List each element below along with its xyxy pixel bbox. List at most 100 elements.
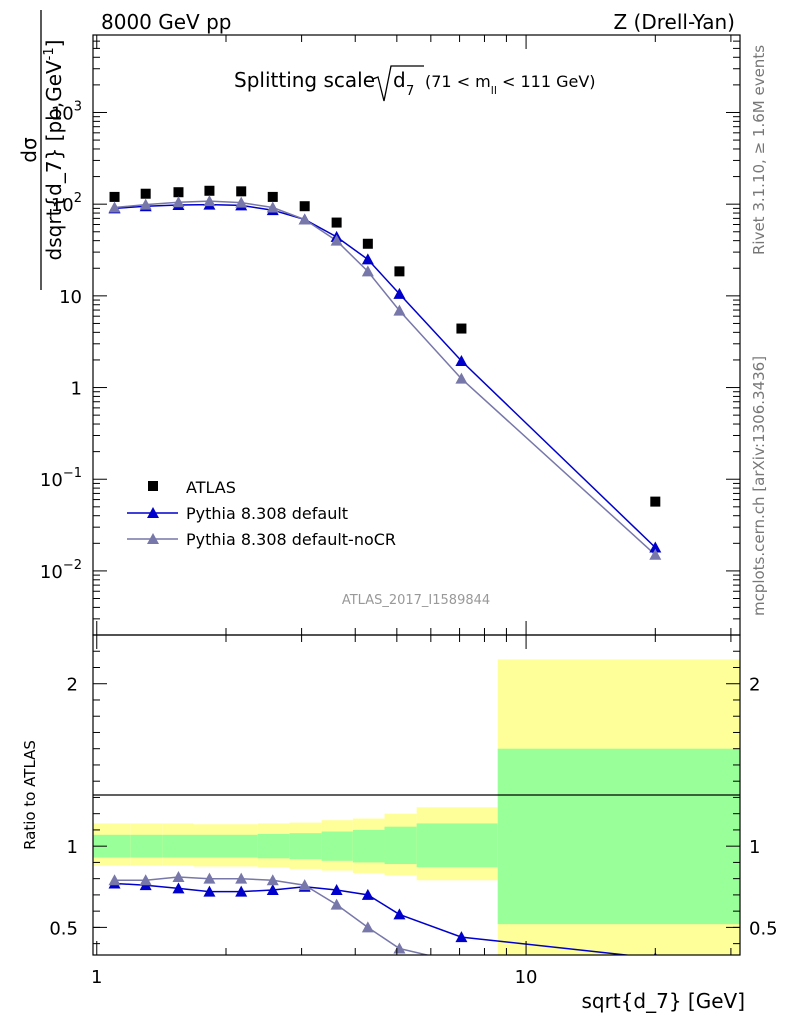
- legend-label-atlas: ATLAS: [186, 478, 236, 497]
- data-point-atlas: [267, 191, 278, 202]
- data-point-atlas: [456, 323, 467, 334]
- ratio-line: [114, 882, 633, 955]
- uncertainty-band-inner: [257, 833, 290, 859]
- ratio-point-pythia-default: [361, 888, 374, 900]
- ratio-point-pythia-default: [266, 884, 279, 896]
- y-tick-label: 10−2: [40, 558, 82, 583]
- data-point-atlas: [204, 185, 215, 196]
- y-tick-exponent: 3: [74, 99, 82, 114]
- data-point-pythia-nocr: [203, 195, 216, 207]
- legend-entry-pythia-default: Pythia 8.308 default: [127, 504, 348, 523]
- ratio-tick-label: 2: [67, 675, 78, 696]
- ratio-point-pythia-default: [235, 885, 248, 897]
- y-label-denominator: dsqrt{d_7} [pb,GeV-1]: [42, 40, 66, 261]
- title-main: Splitting scale: [234, 68, 375, 92]
- data-point-pythia-nocr: [298, 213, 311, 225]
- x-tick-label: 10: [515, 967, 538, 988]
- ratio-point-pythia-nocr: [361, 921, 374, 933]
- y-tick-label: 103: [51, 99, 82, 124]
- header-right: Z (Drell-Yan): [613, 10, 735, 34]
- legend-entry-pythia-nocr: Pythia 8.308 default-noCR: [127, 530, 396, 549]
- x-tick-labels: 1 10: [91, 967, 537, 988]
- uncertainty-band-inner: [352, 829, 385, 863]
- ratio-point-pythia-default: [172, 882, 185, 894]
- y-axis-label: dσ dsqrt{d_7} [pb,GeV-1]: [17, 10, 66, 290]
- data-point-pythia-default: [361, 253, 374, 265]
- y-tick-label: 1: [71, 379, 82, 400]
- uncertainty-band-inner: [321, 831, 353, 861]
- ratio-point-pythia-nocr: [203, 872, 216, 884]
- data-point-pythia-nocr: [108, 201, 121, 213]
- data-point-atlas: [650, 496, 661, 507]
- data-point-pythia-nocr: [393, 304, 406, 316]
- ratio-line: [114, 876, 431, 955]
- legend: ATLAS Pythia 8.308 default Pythia 8.308 …: [127, 478, 396, 549]
- ratio-point-pythia-nocr: [108, 874, 121, 886]
- y-label-close: ]: [42, 40, 66, 48]
- data-point-pythia-nocr: [361, 265, 374, 277]
- ratio-ticks: 0.5 0.5 1 1 2 2: [49, 635, 778, 955]
- ratio-point-pythia-default: [393, 908, 406, 920]
- analysis-watermark: ATLAS_2017_I1589844: [342, 593, 490, 608]
- data-point-atlas: [140, 188, 151, 199]
- title-range: (71 < mll < 111 GeV): [425, 72, 596, 97]
- y-tick-exponent: −1: [63, 466, 82, 481]
- legend-marker-pythia-nocr: [147, 533, 159, 544]
- uncertainty-band-inner: [130, 834, 163, 858]
- data-point-atlas: [394, 266, 405, 277]
- uncertainty-band-inner: [93, 834, 131, 858]
- ratio-tick-label: 0.5: [49, 918, 78, 939]
- y-tick-label: 102: [51, 191, 82, 216]
- data-point-pythia-default: [393, 287, 406, 299]
- ratio-point-pythia-nocr: [330, 898, 343, 910]
- ratio-point-pythia-default: [203, 885, 216, 897]
- series-line: [114, 203, 656, 549]
- ratio-point-pythia-nocr: [298, 879, 311, 891]
- title-range-end: < 111 GeV): [497, 72, 596, 91]
- ratio-point-pythia-default: [455, 931, 468, 943]
- data-point-atlas: [236, 186, 247, 197]
- mcplots-label: mcplots.cern.ch [arXiv:1306.3436]: [750, 356, 768, 616]
- ratio-y-label: Ratio to ATLAS: [21, 740, 39, 850]
- data-point-pythia-default: [455, 354, 468, 366]
- uncertainty-band-inner: [497, 748, 740, 925]
- legend-label-pythia-nocr: Pythia 8.308 default-noCR: [186, 530, 396, 549]
- uncertainty-band-inner: [384, 826, 417, 865]
- ratio-panel: 0.5 0.5 1 1 2 2 Ratio to ATLAS 1 10 sqrt{d_7} …: [21, 634, 778, 1013]
- y-label-exp: -1: [42, 47, 57, 60]
- y-tick-base: 10: [59, 287, 82, 308]
- y-tick-base: 1: [71, 379, 82, 400]
- ratio-bands: [93, 659, 740, 955]
- y-tick-base: 10: [51, 103, 74, 124]
- data-point-pythia-nocr: [330, 234, 343, 246]
- data-point-pythia-default: [649, 541, 662, 553]
- ratio-point-pythia-nocr: [235, 872, 248, 884]
- ratio-point-pythia-nocr: [139, 874, 152, 886]
- uncertainty-band-inner: [193, 834, 227, 858]
- ratio-point-pythia-default: [330, 884, 343, 896]
- data-point-pythia-nocr: [266, 201, 279, 213]
- legend-entry-atlas: ATLAS: [148, 478, 236, 497]
- data-point-pythia-nocr: [172, 196, 185, 208]
- data-point-pythia-nocr: [455, 372, 468, 384]
- data-point-pythia-nocr: [139, 198, 152, 210]
- ratio-series: [108, 871, 657, 955]
- series-line: [114, 200, 656, 556]
- legend-marker-pythia-default: [147, 507, 159, 518]
- y-tick-base: 10: [40, 470, 63, 491]
- ratio-point-pythia-nocr: [393, 942, 406, 954]
- data-point-atlas: [362, 238, 373, 249]
- ratio-tick-label-right: 1: [749, 837, 760, 858]
- legend-marker-square: [148, 481, 158, 491]
- rivet-version-label: Rivet 3.1.10, ≥ 1.6M events: [750, 45, 768, 255]
- title-sub: 7: [406, 84, 414, 99]
- ratio-series-group: [108, 871, 657, 955]
- data-point-atlas: [299, 201, 310, 212]
- data-point-pythia-nocr: [649, 548, 662, 560]
- uncertainty-band-inner: [416, 823, 498, 868]
- ratio-frame: [92, 634, 741, 956]
- title-range-sub: ll: [491, 84, 497, 97]
- title-range-start: (71 < m: [425, 72, 491, 91]
